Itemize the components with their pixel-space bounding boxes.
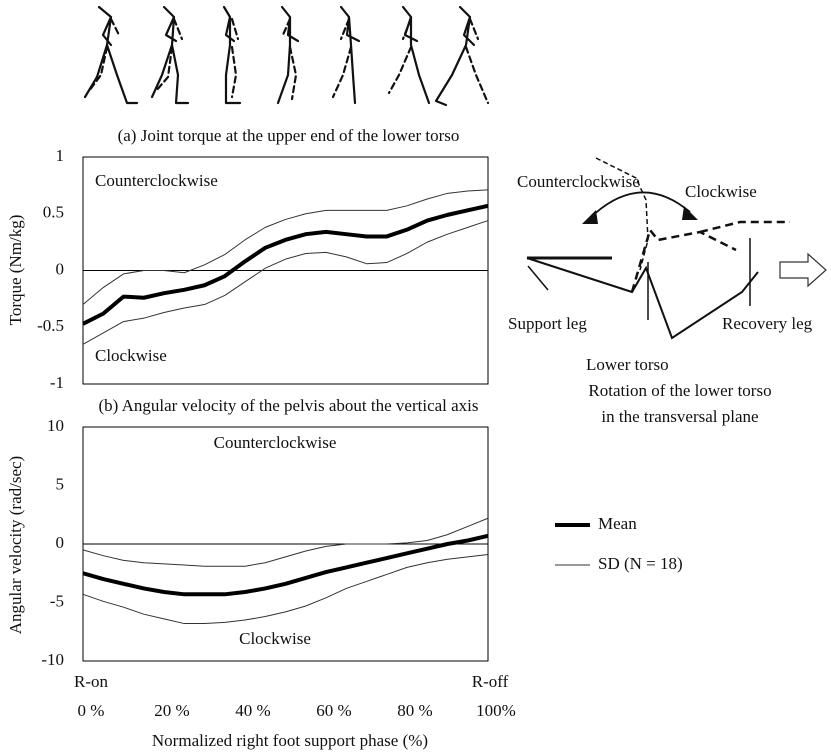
sd-line xyxy=(82,517,489,567)
annotation: Clockwise xyxy=(239,629,311,648)
chart-title: (a) Joint torque at the upper end of the… xyxy=(118,126,460,145)
x-end-label: R-on xyxy=(74,672,109,691)
y-tick-label: -5 xyxy=(50,591,64,610)
x-tick-label: 0 % xyxy=(78,701,105,720)
sd-line xyxy=(82,189,489,305)
diagram-label: Clockwise xyxy=(685,182,757,201)
y-axis-label: Angular velocity (rad/sec) xyxy=(6,456,25,634)
mean-line xyxy=(82,203,489,326)
mean-line xyxy=(82,533,489,597)
diagram-label: Recovery leg xyxy=(722,314,813,333)
x-axis-label: Normalized right foot support phase (%) xyxy=(152,731,428,750)
y-tick-label: 0 xyxy=(56,259,65,278)
annotation: Clockwise xyxy=(95,346,167,365)
stick-figures xyxy=(83,5,490,107)
annotation: Counterclockwise xyxy=(95,171,218,190)
x-end-label: R-off xyxy=(472,672,509,691)
legend-label: SD (N = 18) xyxy=(598,554,683,573)
y-tick-label: -0.5 xyxy=(37,316,64,335)
x-tick-label: 100% xyxy=(476,701,516,720)
y-tick-label: 0 xyxy=(56,533,65,552)
x-tick-label: 60 % xyxy=(316,701,351,720)
y-tick-label: 1 xyxy=(56,146,65,165)
diagram-label: Lower torso xyxy=(586,355,669,374)
x-tick-label: 20 % xyxy=(154,701,189,720)
y-tick-label: -1 xyxy=(50,373,64,392)
diagram-label: Counterclockwise xyxy=(517,172,640,191)
y-tick-label: -10 xyxy=(41,650,64,669)
x-tick-label: 80 % xyxy=(397,701,432,720)
y-tick-label: 5 xyxy=(56,474,65,493)
legend-label: Mean xyxy=(598,514,637,533)
diagram-label: Support leg xyxy=(508,314,587,333)
chart-title: (b) Angular velocity of the pelvis about… xyxy=(98,396,478,415)
diagram-label: Rotation of the lower torso xyxy=(588,381,771,400)
sd-line xyxy=(82,220,489,345)
annotation: Counterclockwise xyxy=(214,433,337,452)
y-tick-label: 0.5 xyxy=(43,203,64,222)
x-tick-label: 40 % xyxy=(235,701,270,720)
y-axis-label: Torque (Nm/kg) xyxy=(6,215,25,326)
rotation-diagram xyxy=(526,157,827,340)
diagram-label: in the transversal plane xyxy=(601,407,758,426)
sd-line xyxy=(82,554,489,625)
y-tick-label: 10 xyxy=(47,416,64,435)
